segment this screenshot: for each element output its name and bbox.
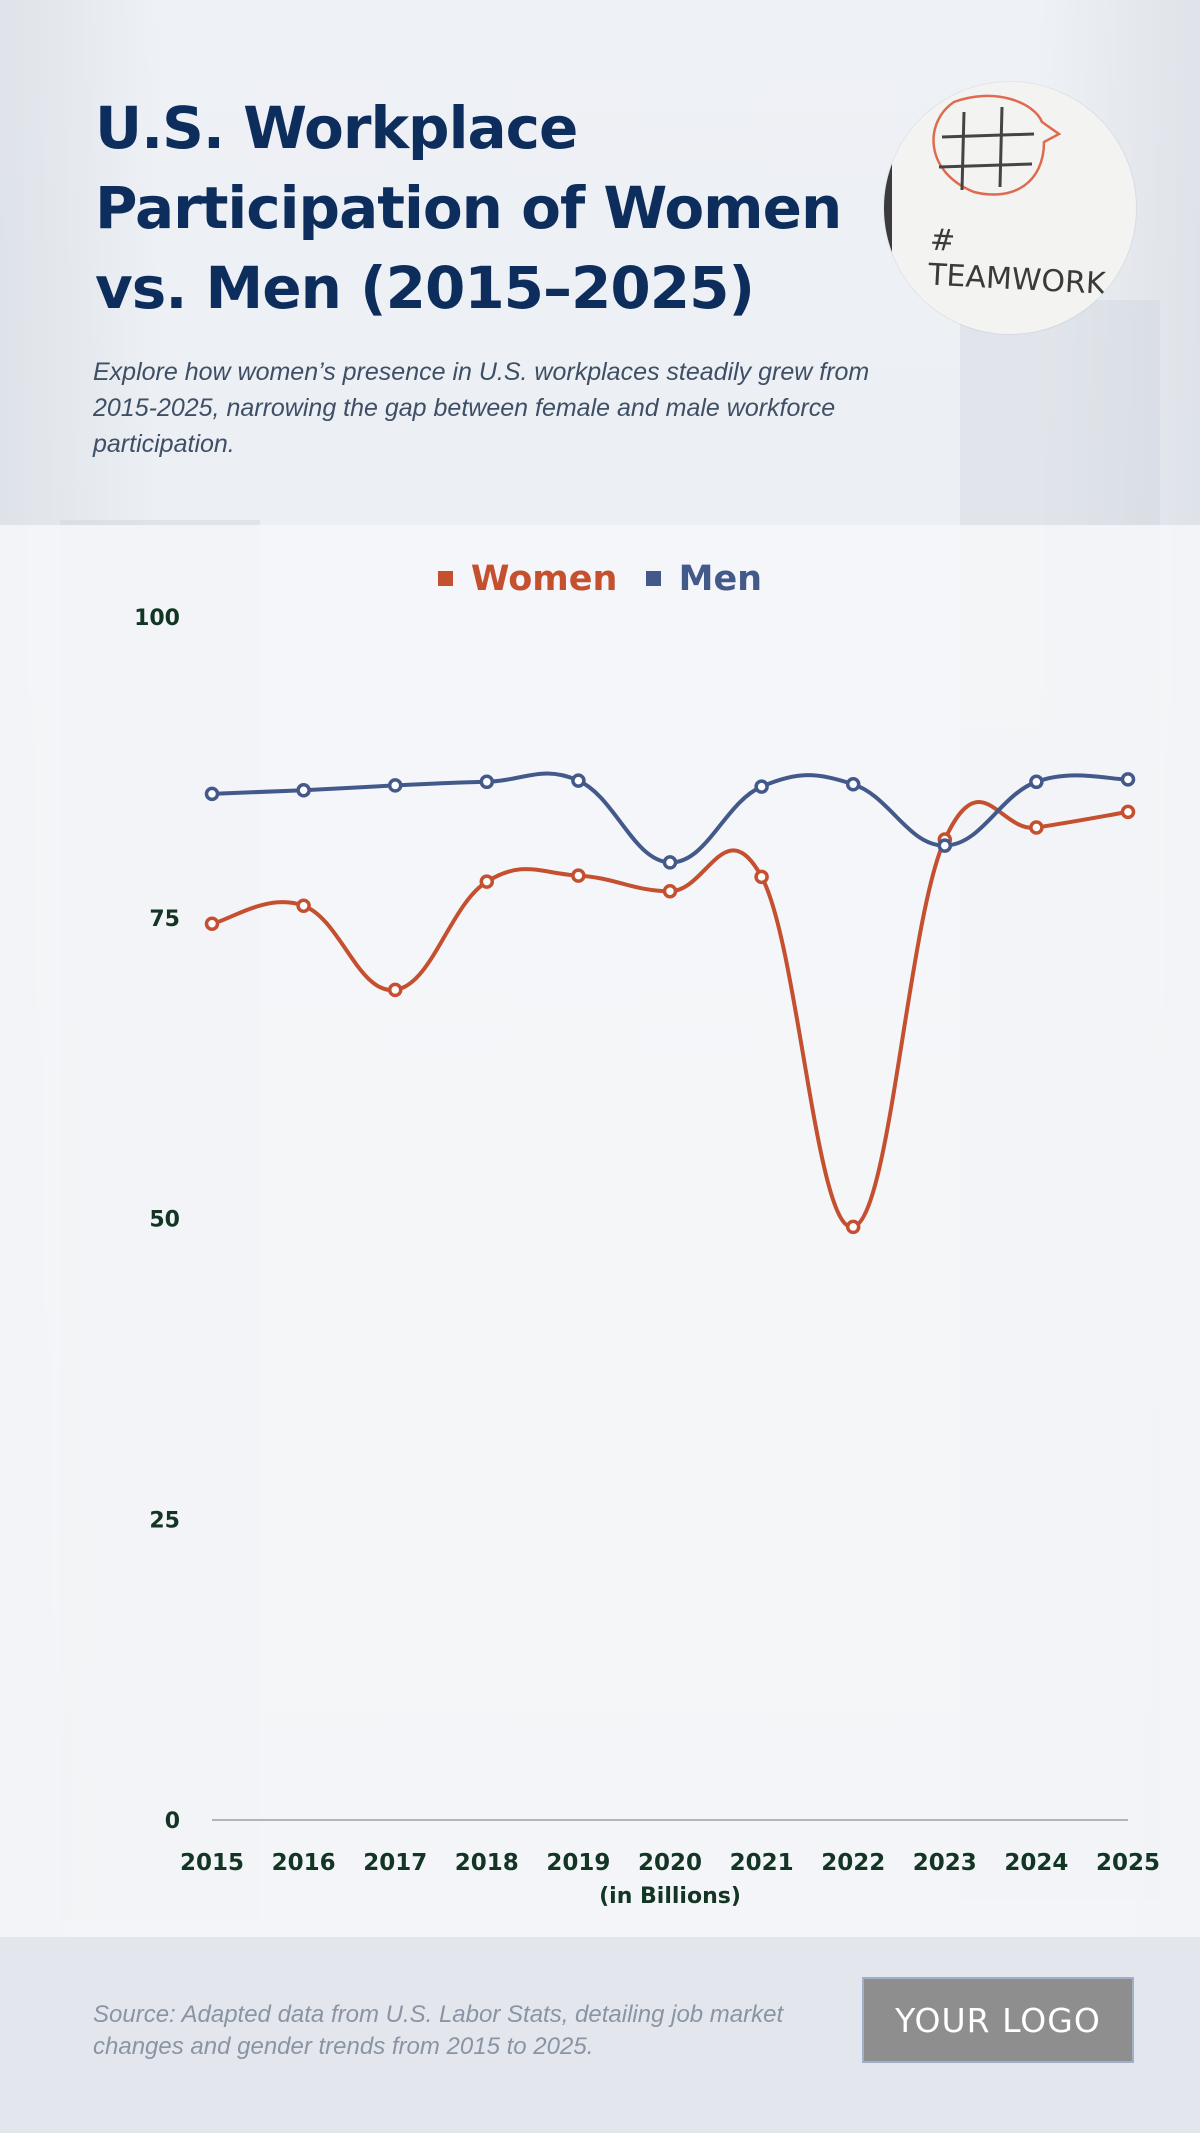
- point-men-2020: [662, 855, 678, 870]
- x-tick-label-2018: 2018: [455, 1850, 519, 1876]
- y-tick-label-75: 75: [149, 907, 180, 932]
- line-chart: 0 25 50 75 100 2015 2016 2017 2018 2019 2020 2021 20…: [134, 606, 1160, 1909]
- logo-placeholder: YOUR LOGO: [862, 1977, 1134, 2063]
- x-axis-title: (in Billions): [599, 1884, 741, 1909]
- source-note: Source: Adapted data from U.S. Labor Sta…: [93, 2001, 784, 2060]
- legend-item-men: Men: [645, 558, 763, 599]
- x-tick-label-2017: 2017: [363, 1850, 427, 1876]
- x-tick-label-2016: 2016: [272, 1850, 336, 1876]
- x-tick-label-2022: 2022: [821, 1850, 885, 1876]
- point-men-2018: [479, 774, 495, 790]
- point-men-2023: [937, 838, 953, 853]
- y-tick-label-0: 0: [165, 1809, 180, 1834]
- chart-legend: Women Men: [0, 555, 1200, 599]
- page-subtitle: Explore how women’s presence in U.S. wor…: [93, 358, 870, 458]
- point-men-2024: [1029, 774, 1044, 790]
- legend-label-women: Women: [470, 558, 618, 599]
- point-women-2021: [754, 869, 769, 885]
- point-men-2022: [845, 776, 861, 792]
- y-tick-label-25: 25: [149, 1508, 180, 1533]
- x-tick-label-2024: 2024: [1004, 1850, 1068, 1876]
- point-women-2015: [204, 916, 220, 932]
- x-tick-label-2015: 2015: [180, 1850, 244, 1876]
- point-men-2019: [571, 773, 586, 788]
- x-tick-label-2023: 2023: [913, 1850, 977, 1876]
- point-men-2016: [296, 782, 311, 798]
- hashtag-drawing-icon: [884, 94, 1062, 272]
- point-women-2025: [1120, 804, 1136, 820]
- legend-item-women: Women: [437, 558, 618, 599]
- page-title: U.S. Workplace Participation of Women vs…: [95, 94, 842, 322]
- point-women-2017: [387, 982, 403, 998]
- chart-panel: [0, 525, 1200, 1937]
- legend-label-men: Men: [678, 558, 763, 599]
- point-women-2024: [1029, 820, 1044, 835]
- y-tick-label-50: 50: [149, 1208, 180, 1233]
- point-women-2022: [845, 1219, 861, 1235]
- x-tick-label-2020: 2020: [638, 1850, 702, 1876]
- x-tick-label-2021: 2021: [730, 1850, 794, 1876]
- x-tick-label-2019: 2019: [546, 1850, 610, 1876]
- point-women-2019: [571, 868, 586, 883]
- point-men-2025: [1120, 772, 1136, 787]
- series-line-men: [211, 771, 1129, 865]
- teamwork-photo: # TEAMWORK: [884, 82, 1136, 334]
- header: U.S. Workplace Participation of Women vs…: [0, 0, 1200, 525]
- x-tick-label-2025: 2025: [1096, 1850, 1160, 1876]
- point-women-2016: [296, 898, 311, 913]
- point-women-2020: [662, 884, 678, 899]
- point-men-2015: [204, 786, 220, 802]
- point-men-2017: [387, 778, 403, 793]
- legend-swatch-men: [645, 571, 661, 586]
- point-women-2018: [479, 874, 495, 889]
- point-men-2021: [754, 779, 769, 794]
- legend-swatch-women: [437, 571, 453, 586]
- y-tick-label-100: 100: [134, 606, 180, 631]
